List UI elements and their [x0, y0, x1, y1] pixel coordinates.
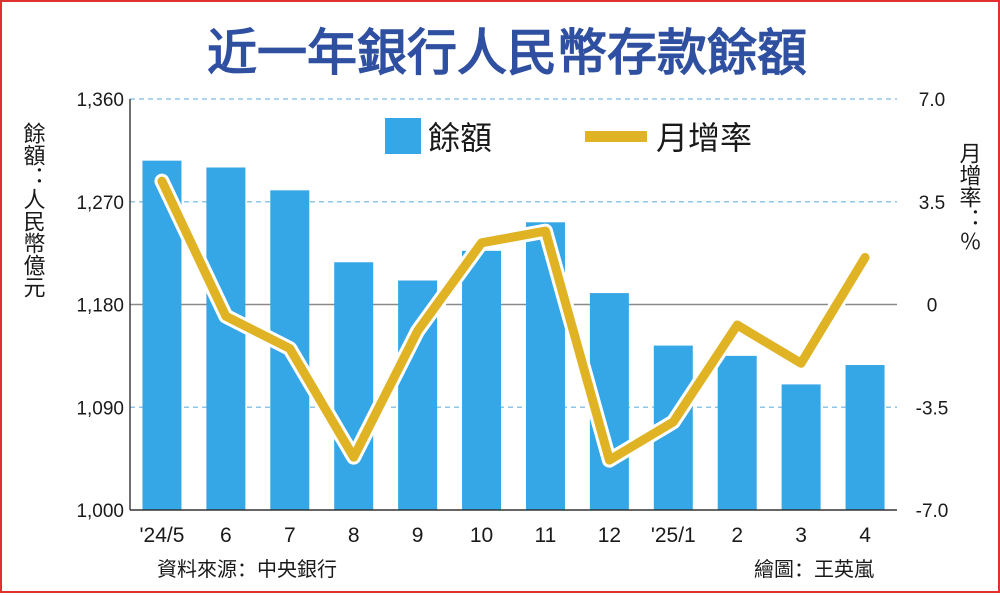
legend-swatch-growth — [585, 131, 647, 142]
chart-title: 近一年銀行人民幣存款餘額 — [207, 24, 807, 82]
y-axis-left-label: 餘額：人民幣億元 — [20, 122, 46, 298]
y-left-tick-label: 1,270 — [76, 193, 124, 214]
x-tick-label: 9 — [412, 524, 424, 547]
bar — [846, 365, 885, 510]
legend-swatch-balance — [385, 118, 421, 154]
legend-label-growth: 月增率 — [656, 119, 752, 157]
bar — [462, 251, 501, 510]
x-tick-label: 3 — [795, 524, 807, 547]
x-tick-label: 8 — [348, 524, 360, 547]
x-tick-label: 11 — [535, 524, 557, 547]
y-axis-right-label: 月增率：％ — [956, 142, 982, 252]
x-tick-label: 6 — [220, 524, 232, 547]
credit-note: 繪圖：王英嵐 — [754, 557, 874, 581]
bar — [206, 168, 245, 511]
legend-label-balance: 餘額 — [428, 119, 492, 157]
y-right-tick-label: -3.5 — [916, 398, 949, 419]
legend: 餘額 月增率 — [385, 118, 752, 157]
line-series-halo — [162, 181, 865, 460]
y-left-tick-label: 1,090 — [76, 398, 124, 419]
y-left-tick-label: 1,360 — [76, 90, 124, 111]
x-tick-label: '25/1 — [651, 524, 696, 547]
bar — [782, 384, 821, 510]
bar — [334, 262, 373, 510]
y-right-tick-label: 3.5 — [919, 193, 945, 214]
y-left-tick-label: 1,180 — [76, 296, 124, 317]
y-right-tick-label: 7.0 — [919, 90, 945, 111]
y-left-tick-label: 1,000 — [76, 501, 124, 522]
line-series-path — [162, 181, 865, 460]
x-tick-label: 4 — [859, 524, 871, 547]
source-note: 資料來源：中央銀行 — [157, 557, 337, 581]
x-tick-label: 12 — [598, 524, 621, 547]
y-right-tick-label: 0 — [927, 296, 938, 317]
line-series — [162, 181, 865, 460]
x-tick-label: 7 — [284, 524, 296, 547]
x-tick-label: 2 — [731, 524, 743, 547]
x-tick-label: '24/5 — [140, 524, 185, 547]
x-tick-label: 10 — [470, 524, 493, 547]
bar — [718, 356, 757, 510]
y-right-tick-label: -7.0 — [916, 501, 949, 522]
